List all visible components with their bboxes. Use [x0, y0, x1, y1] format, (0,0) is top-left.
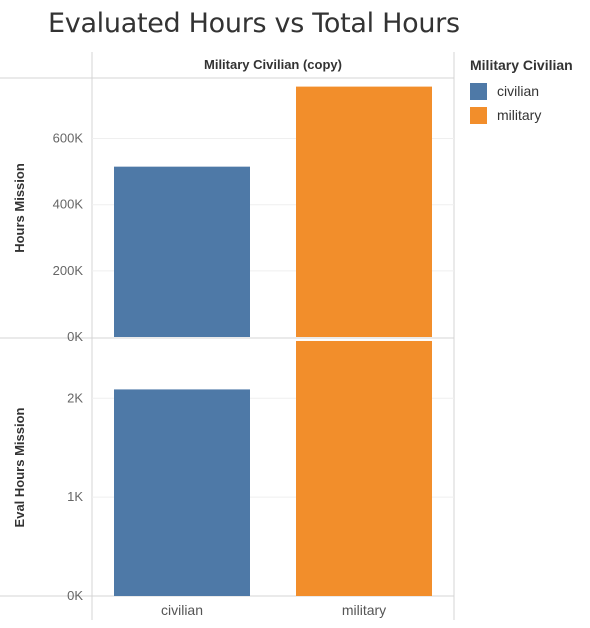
- bar-civilian[interactable]: [114, 166, 250, 337]
- x-tick-label-civilian: civilian: [161, 602, 203, 618]
- legend-swatch-civilian: [470, 82, 487, 100]
- y-axis-title: Eval Hours Mission: [12, 407, 27, 527]
- bar-military[interactable]: [296, 340, 432, 596]
- y-tick-label: 600K: [53, 131, 84, 146]
- y-axis-title: Hours Mission: [12, 163, 27, 253]
- column-header: Military Civilian (copy): [204, 57, 342, 72]
- legend-swatch-military: [470, 106, 487, 124]
- y-tick-label: 0K: [67, 329, 83, 344]
- y-tick-label: 1K: [67, 489, 83, 504]
- legend-label-military: military: [497, 107, 542, 123]
- legend-title: Military Civilian: [470, 57, 573, 73]
- y-tick-label: 2K: [67, 390, 83, 405]
- chart-title: Evaluated Hours vs Total Hours: [48, 8, 460, 39]
- bar-civilian[interactable]: [114, 389, 250, 596]
- legend-item-military[interactable]: military: [470, 103, 573, 127]
- x-tick-label-military: military: [342, 602, 386, 618]
- y-tick-label: 200K: [53, 263, 84, 278]
- legend: Military Civilian civilian military: [470, 57, 573, 127]
- legend-label-civilian: civilian: [497, 83, 540, 99]
- bar-military[interactable]: [296, 86, 432, 337]
- legend-item-civilian[interactable]: civilian: [470, 79, 573, 103]
- y-tick-label: 0K: [67, 588, 83, 603]
- y-tick-label: 400K: [53, 197, 84, 212]
